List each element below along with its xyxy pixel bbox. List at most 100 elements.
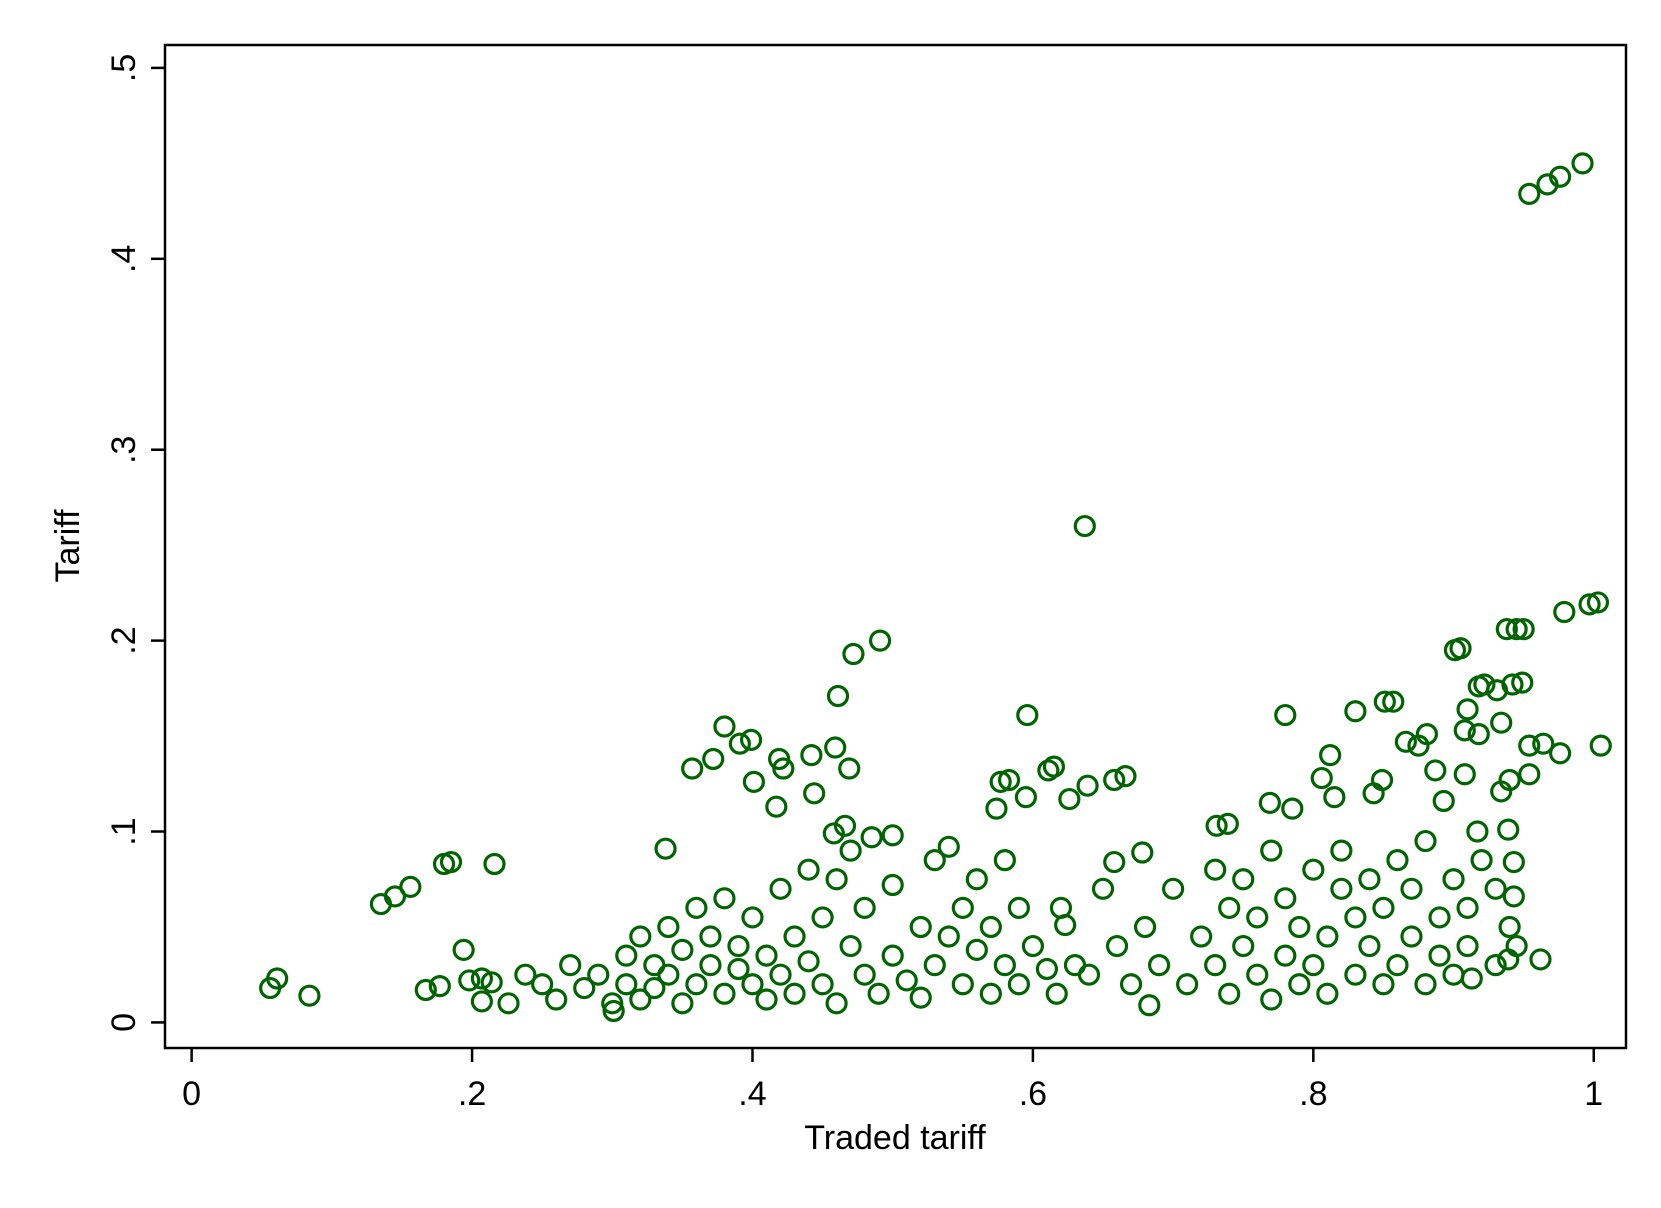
point [1077,963,1101,986]
point [839,934,862,958]
point [824,736,847,759]
point [702,747,725,771]
point [414,978,437,1002]
point [783,982,806,1005]
point [497,992,520,1015]
point [654,837,677,860]
point [1147,954,1171,977]
point [601,992,624,1015]
point [1205,814,1228,837]
point [881,824,904,847]
point [1428,944,1451,967]
point [1485,679,1509,702]
point [480,971,503,994]
x-tick-label: .6 [1019,1075,1047,1113]
point [1372,896,1395,919]
point [1316,982,1339,1005]
point [629,988,652,1011]
x-tick-label: .4 [738,1075,766,1113]
point [470,990,493,1013]
point [860,826,883,849]
point [685,973,708,996]
point [1498,915,1521,939]
point [755,944,778,967]
point [1021,934,1045,958]
y-tick-label: .2 [105,626,143,654]
point [1232,934,1255,958]
point [1414,973,1437,996]
point [1518,734,1541,757]
point [1131,841,1154,864]
x-tick-label: 0 [182,1075,201,1113]
point [1553,600,1576,624]
point [1512,618,1535,641]
point [1428,906,1451,929]
point [1216,812,1239,835]
point [1204,858,1227,881]
point [1571,152,1594,175]
point [1495,618,1518,641]
point [1232,868,1255,891]
point [951,896,974,919]
point [1415,723,1439,746]
point [728,732,751,755]
point [1288,973,1311,996]
point [1400,925,1423,948]
point [769,963,792,986]
point [1362,782,1385,805]
x-axis-title: Traded tariff [804,1119,986,1157]
point [1330,839,1353,862]
point [1505,618,1528,641]
point [573,976,596,1000]
point [439,850,463,874]
point [1373,690,1396,713]
point [657,963,680,986]
point [985,797,1008,820]
point [765,795,788,818]
point [800,744,823,767]
point [909,986,932,1009]
point [1549,742,1572,765]
point [428,975,451,998]
point [1456,934,1479,958]
point [1484,877,1507,900]
point [1358,934,1381,958]
point [399,875,422,898]
point [1414,829,1437,853]
point [1529,948,1552,971]
point [1138,994,1161,1017]
point [825,868,848,891]
point [602,999,625,1023]
point [1589,734,1612,757]
point [1578,593,1601,616]
point [811,973,834,996]
point [559,954,582,977]
x-tick-label: .8 [1299,1075,1327,1113]
point [1511,671,1534,694]
point [383,885,407,908]
point [741,973,764,996]
point [699,954,722,977]
point [1453,763,1476,786]
point [1484,954,1507,977]
point [1394,730,1417,753]
point [1204,954,1227,977]
point [797,950,820,973]
point [1274,887,1297,910]
point [923,849,946,872]
point [881,873,904,897]
point [1281,797,1304,820]
point [1016,703,1039,727]
point [1532,732,1555,755]
point [853,963,876,986]
point [1442,963,1465,986]
point [685,896,708,919]
point [1498,768,1521,792]
point [979,982,1002,1005]
point [1274,944,1297,967]
point [1505,934,1528,958]
point [1042,755,1066,778]
point [545,988,568,1011]
point [739,728,763,751]
point [458,969,481,992]
